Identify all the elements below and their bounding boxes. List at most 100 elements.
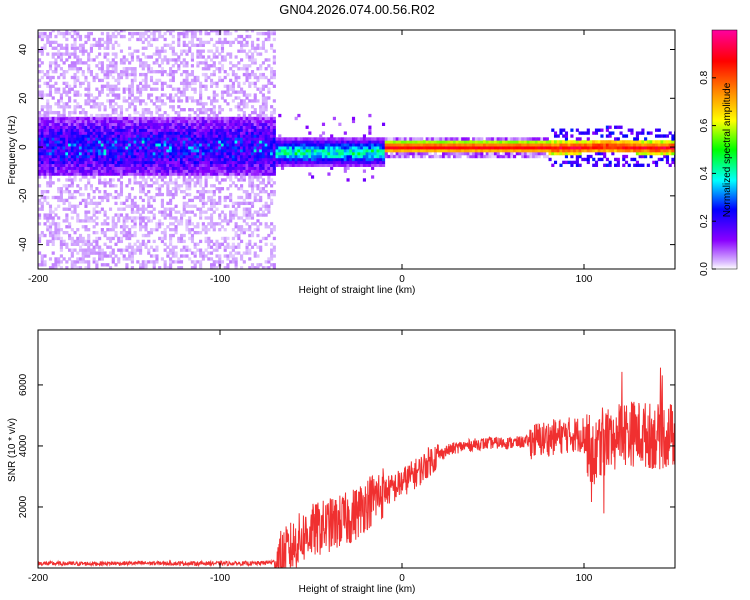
heatmap-cell [128,119,132,124]
heatmap-cell [218,143,222,147]
heatmap-cell [155,108,159,112]
heatmap-cell [196,119,200,124]
heatmap-cell [40,31,44,36]
heatmap-cell [76,146,80,150]
heatmap-cell [272,70,276,74]
heatmap-cell [106,134,110,138]
heatmap-cell [510,154,514,159]
heatmap-cell [188,163,192,167]
heatmap-cell [108,140,113,144]
heatmap-cell [474,140,478,144]
heatmap-cell [40,166,44,170]
heatmap-cell [259,154,263,159]
heatmap-cell [242,166,246,170]
heatmap-cell [128,116,132,121]
heatmap-cell [351,163,356,167]
heatmap-cell [253,58,257,62]
heatmap-cell [84,201,88,206]
heatmap-cell [51,149,55,153]
heatmap-cell [43,125,47,129]
heatmap-cell [518,146,522,150]
heatmap-cell [190,157,195,162]
heatmap-cell [68,140,72,144]
heatmap-cell [81,49,85,53]
heatmap-cell [190,178,195,182]
heatmap-cell [218,254,222,258]
heatmap-cell [264,75,268,80]
heatmap-cell [87,146,91,150]
heatmap-cell [98,251,102,255]
heatmap-cell [65,207,69,211]
heatmap-cell [463,149,468,153]
heatmap-cell [248,192,252,197]
heatmap-cell [122,169,126,173]
heatmap-cell [177,99,181,103]
heatmap-cell [158,31,162,36]
heatmap-cell [275,149,279,153]
heatmap-cell [141,172,145,176]
heatmap-cell [114,131,118,135]
heatmap-cell [147,239,151,244]
heatmap-cell [253,61,257,65]
heatmap-cell [291,140,296,144]
heatmap-cell [504,143,508,147]
heatmap-cell [209,157,214,162]
heatmap-cell [152,137,156,141]
heatmap-cell [169,137,173,141]
heatmap-cell [474,137,478,141]
heatmap-cell [117,119,121,124]
heatmap-cell [240,87,244,91]
heatmap-cell [261,84,265,88]
heatmap-cell [160,81,164,86]
heatmap-cell [412,154,416,159]
heatmap-cell [100,134,104,138]
heatmap-cell [248,239,252,244]
heatmap-cell [422,146,427,150]
heatmap-cell [343,131,347,135]
heatmap-cell [256,245,260,249]
heatmap-cell [70,119,74,124]
heatmap-cell [521,154,525,159]
heatmap-cell [207,163,211,167]
heatmap-cell [234,160,238,165]
heatmap-cell [160,204,164,208]
heatmap-cell [174,131,178,135]
heatmap-cell [133,110,137,115]
heatmap-cell [117,160,121,165]
heatmap-cell [179,52,184,56]
heatmap-cell [169,239,173,244]
heatmap-cell [256,43,260,47]
heatmap-cell [185,131,189,135]
heatmap-cell [201,166,205,170]
heatmap-cell [171,216,175,220]
heatmap-cell [174,125,178,129]
heatmap-cell [272,149,276,153]
heatmap-cell [89,163,93,167]
heatmap-cell [245,160,249,165]
heatmap-cell [447,154,451,159]
heatmap-cell [57,105,61,109]
heatmap-cell [349,154,353,159]
heatmap-cell [70,64,74,68]
heatmap-cell [108,160,113,165]
heatmap-cell [395,137,399,141]
heatmap-cell [199,184,203,188]
heatmap-cell [149,128,154,132]
heatmap-cell [201,125,205,129]
heatmap-cell [259,75,263,80]
heatmap-cell [313,151,317,156]
heatmap-cell [163,49,167,53]
heatmap-cell [43,110,47,115]
heatmap-cell [267,30,271,33]
heatmap-cell [128,37,132,42]
heatmap-cell [196,225,200,229]
heatmap-cell [182,151,186,156]
heatmap-cell [51,146,55,150]
heatmap-cell [234,131,238,135]
heatmap-cell [431,146,435,150]
heatmap-cell [152,254,156,258]
heatmap-cell [163,260,167,264]
heatmap-cell [188,160,192,165]
heatmap-cell [267,157,271,162]
heatmap-cell [458,149,462,153]
